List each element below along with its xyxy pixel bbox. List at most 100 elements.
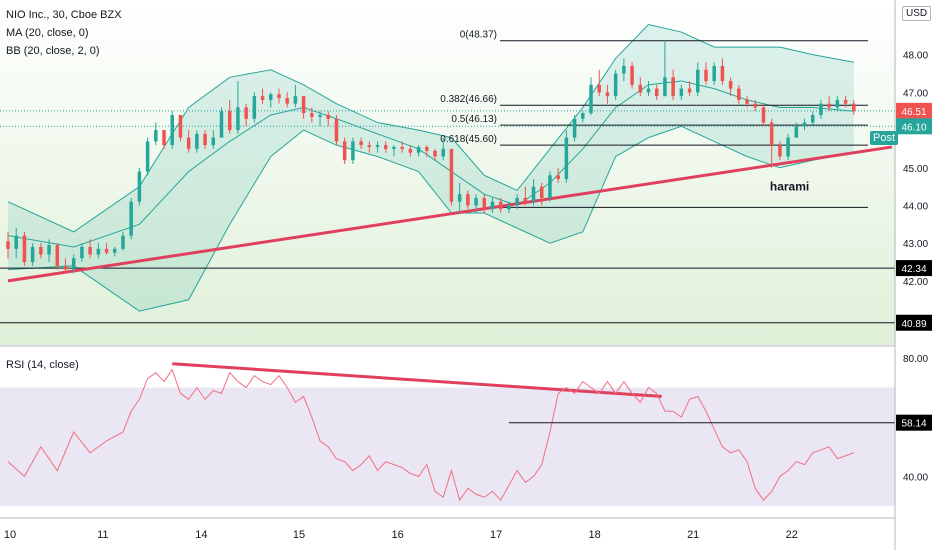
price-tag-box [896, 102, 932, 119]
candle-body [293, 96, 298, 104]
price-tag-box [896, 118, 932, 135]
candle-body [88, 246, 92, 255]
candle-body [679, 88, 684, 97]
price-tick-label: 45.00 [903, 164, 928, 175]
candle-body [654, 88, 659, 97]
candle-body [581, 113, 585, 119]
candle-body [22, 235, 27, 263]
rsi-tick-label: 40.00 [903, 472, 928, 483]
candle-body [260, 96, 265, 100]
candle-body [392, 147, 396, 149]
price-tick-label: 43.00 [903, 239, 928, 250]
candle-body [47, 245, 51, 255]
price-tag-box [896, 314, 932, 331]
time-tick-label: 16 [391, 529, 403, 541]
candle-body [564, 137, 569, 180]
fib-level-label: 0.5(46.13) [451, 114, 497, 125]
currency-button[interactable]: USD [902, 6, 932, 21]
candle-body [671, 77, 675, 97]
candle-body [195, 133, 199, 149]
candle-body [55, 245, 60, 266]
candle-body [211, 137, 216, 146]
candle-body [170, 115, 174, 146]
candle-body [720, 65, 725, 82]
candle-body [252, 96, 257, 119]
bb-legend[interactable]: BB (20, close, 2, 0) [6, 45, 100, 57]
candle-body [556, 175, 560, 180]
rsi-band [0, 387, 895, 507]
candle-body [449, 148, 454, 202]
candle-body [663, 77, 667, 97]
candle-body [425, 147, 429, 151]
candle-body [203, 133, 207, 146]
candle-body [835, 99, 840, 108]
candle-body [310, 113, 314, 117]
candle-body [383, 145, 388, 149]
price-tag-label: 46.51 [901, 107, 926, 118]
price-tick-label: 42.00 [903, 277, 928, 288]
bb-basis-line [7, 80, 854, 248]
rsi-series-line [7, 368, 854, 502]
fib-level-label: 0.382(46.66) [440, 94, 497, 105]
candle-body [113, 248, 117, 253]
candle-body [162, 130, 166, 146]
candle-body [104, 248, 109, 253]
candle-body [638, 84, 643, 93]
candle-body [129, 201, 133, 236]
bollinger-bands [7, 23, 854, 312]
candle-body [285, 98, 289, 104]
candle-body [145, 141, 150, 172]
candle-body [498, 201, 503, 210]
candle-body [802, 122, 807, 127]
time-tick-label: 10 [4, 529, 16, 541]
bb-upper-line [7, 23, 854, 233]
candle-body [466, 194, 470, 206]
time-tick-label: 18 [589, 529, 601, 541]
price-tag-box [896, 260, 932, 277]
candle-body [96, 248, 101, 255]
candle-body [482, 197, 487, 210]
candle-body [244, 107, 248, 119]
rsi-tag-box [896, 414, 932, 431]
candle-body [367, 145, 372, 148]
rsi-legend[interactable]: RSI (14, close) [6, 359, 79, 371]
candle-body [39, 246, 43, 255]
candle-body [630, 65, 634, 85]
candle-body [408, 148, 413, 153]
trendlines[interactable] [7, 145, 893, 398]
candle-body [827, 103, 831, 108]
rsi-trendline [172, 362, 662, 398]
candle-body [712, 65, 716, 82]
candle-body [769, 122, 774, 146]
candle-body [737, 88, 741, 100]
candle-body [63, 265, 68, 270]
candle-body [745, 99, 749, 104]
horizontal-levels[interactable]: 0(48.37) 0.382(46.66) 0.5(46.13) 0.618(45.6… [0, 30, 895, 324]
candle-body [318, 115, 322, 117]
rsi-tick-label: 80.00 [903, 354, 928, 365]
candle-body [227, 111, 232, 131]
candle-body [375, 145, 380, 148]
symbol-legend[interactable]: NIO Inc., 30, Cboe BZX [6, 9, 122, 21]
candle-body [531, 186, 536, 202]
candle-body [704, 69, 708, 82]
ma-legend[interactable]: MA (20, close, 0) [6, 27, 89, 39]
candle-body [474, 197, 478, 206]
candle-body [342, 141, 347, 161]
candle-body [540, 186, 544, 198]
price-tick-label: 48.00 [903, 51, 928, 62]
candle-body [786, 137, 790, 157]
candle-body [334, 118, 339, 142]
candle-body [778, 145, 782, 157]
candle-body [696, 69, 700, 93]
candle-body [137, 171, 142, 202]
candle-body [186, 137, 191, 149]
candle-body [622, 65, 626, 74]
candle-body [687, 88, 692, 93]
candle-body [71, 258, 76, 270]
rsi-tag-label: 58.14 [901, 419, 926, 430]
price-tags: 46.51 46.10 42.34 40.89 58.14 [896, 102, 932, 431]
candle-body [819, 103, 823, 115]
